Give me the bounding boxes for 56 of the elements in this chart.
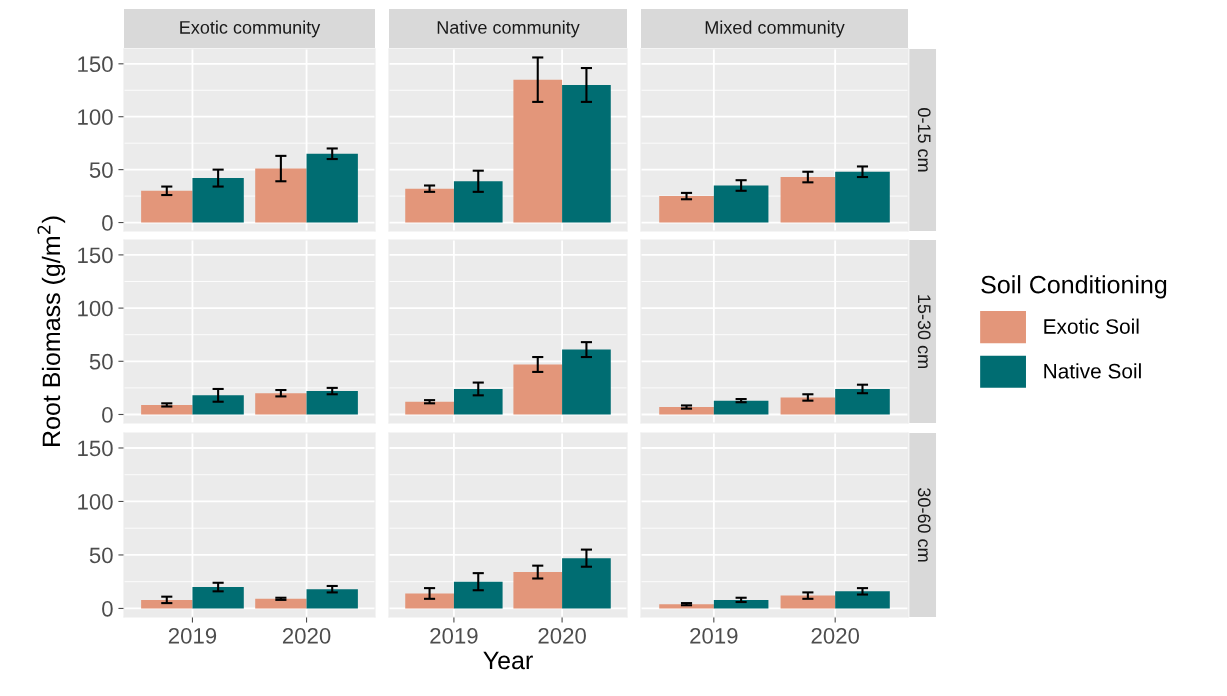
chart-title: Mixed community [705,20,845,38]
bar [453,181,503,223]
bar [713,400,769,415]
bar [453,581,503,609]
bar [453,388,503,415]
bar [405,593,454,609]
bar [659,196,714,223]
x-axis-title: Year [483,651,533,670]
bar [255,168,307,223]
bar [835,388,890,415]
bar [141,190,193,223]
bar [562,349,611,415]
y-tick-label: 150 [78,440,113,457]
bar [513,79,563,223]
bar [780,595,836,609]
y-tick-label: 100 [78,494,113,510]
bar [562,84,611,223]
y-axis-title: Root Biomass (g/m$^{2}$) [37,216,66,446]
legend-title: Soil Conditioning [981,275,1167,299]
bar [659,407,714,415]
x-tick-label: 2020 [811,628,860,644]
bar [562,558,611,609]
x-tick-label: 2020 [282,628,331,644]
bar [713,185,769,223]
y-tick-label: 0 [102,215,113,231]
text: 0-15 cm [917,108,931,172]
bar [835,591,890,609]
x-tick-label: 2020 [538,628,586,644]
bar [192,178,244,223]
y-tick-label: 100 [78,300,113,317]
bar [513,364,563,415]
legend-label: Native Soil [1044,363,1141,379]
y-tick-label: 50 [89,162,113,178]
chart-title: Native community [437,20,580,38]
bar [405,401,454,415]
y-tick-label: 150 [78,247,113,264]
bar [835,171,890,223]
bar [306,153,358,223]
bar [780,177,836,223]
x-tick-label: 2019 [690,628,738,644]
bar [405,188,454,223]
chart-title: Exotic community [180,20,321,38]
legend-label: Exotic Soil [1044,318,1139,334]
x-tick-label: 2019 [168,628,217,644]
x-tick-label: 2019 [430,628,478,644]
y-tick-label: 0 [102,600,113,617]
y-tick-label: 100 [78,109,113,125]
y-tick-label: 50 [89,353,113,370]
bar [513,572,563,609]
text: 30-60 cm [917,488,931,562]
text: 15-30 cm [917,295,931,368]
bar [713,599,769,609]
y-tick-label: 150 [78,56,113,73]
y-tick-label: 50 [89,547,113,564]
bar [780,397,836,415]
y-tick-label: 0 [102,407,113,423]
